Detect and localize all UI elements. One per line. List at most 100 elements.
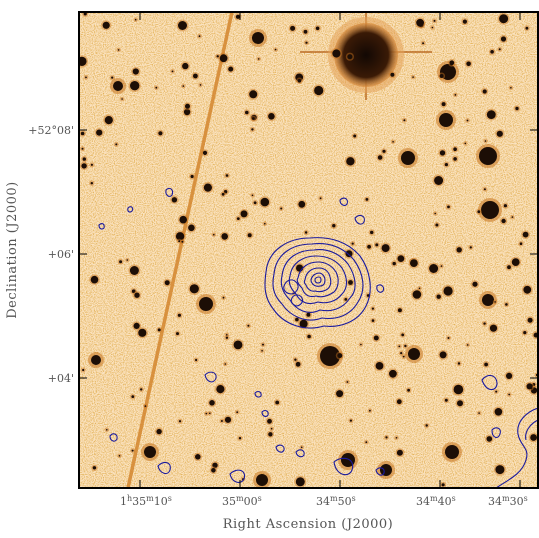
field-star-0 [377, 155, 383, 160]
field-star-247 [498, 48, 501, 51]
field-star-51 [295, 73, 304, 82]
field-star-128 [178, 240, 181, 243]
field-star-198 [499, 14, 509, 24]
field-star-153 [252, 117, 255, 120]
field-star-151 [82, 368, 85, 372]
x-tick-label-2: 34m50s [316, 494, 356, 508]
field-star-238 [261, 350, 263, 352]
field-star-213 [245, 110, 249, 115]
field-star-68 [346, 157, 355, 166]
field-star-130 [221, 192, 225, 196]
bright-star-3 [320, 346, 340, 366]
field-star-181 [268, 432, 273, 437]
field-star-65 [304, 231, 308, 234]
field-star-200 [483, 322, 486, 325]
bright-star-16 [482, 294, 494, 306]
field-star-176 [466, 119, 469, 122]
field-star-253 [345, 250, 353, 258]
field-star-88 [190, 174, 194, 179]
field-star-171 [435, 223, 439, 227]
field-star-24 [360, 343, 362, 346]
x-tick-label-3: 34m40s [416, 494, 456, 508]
field-star-72 [525, 26, 529, 30]
field-star-146 [495, 465, 505, 475]
field-star-46 [225, 336, 229, 339]
field-star-250 [346, 381, 349, 383]
field-star-15 [466, 344, 469, 346]
field-star-49 [397, 255, 405, 262]
field-star-97 [530, 387, 538, 394]
noise-contour-14 [333, 457, 354, 476]
field-star-212 [119, 260, 123, 264]
field-star-254 [412, 76, 414, 78]
field-star-216 [506, 372, 513, 379]
field-star-222 [483, 188, 486, 191]
noise-contour-11 [229, 469, 246, 483]
bright-star-1 [479, 147, 497, 165]
field-star-82 [171, 70, 174, 73]
field-star-122 [121, 98, 123, 100]
field-star-20 [193, 73, 198, 79]
tick-marks [79, 12, 538, 488]
noise-contour-16 [495, 407, 538, 488]
field-star-83 [495, 390, 498, 393]
field-star-174 [367, 244, 371, 249]
field-star-138 [295, 317, 299, 322]
contour-level-9 [283, 279, 299, 295]
field-star-7 [294, 358, 297, 361]
field-star-150 [144, 405, 147, 407]
field-star-43 [299, 319, 308, 328]
field-star-60 [195, 358, 198, 362]
field-star-234 [303, 29, 308, 34]
bright-star-4 [401, 151, 415, 165]
bright-star-12 [113, 81, 123, 91]
noise-contour-2 [127, 206, 134, 213]
field-star-71 [260, 197, 270, 207]
field-star-204 [365, 198, 369, 201]
field-star-228 [178, 21, 187, 30]
field-star-3 [457, 362, 461, 365]
plot-frame [78, 11, 539, 489]
field-star-105 [79, 56, 87, 66]
field-star-157 [224, 363, 227, 365]
field-star-70 [484, 140, 487, 142]
y-axis-title: Declination (J2000) [5, 181, 20, 319]
field-star-244 [482, 89, 487, 94]
field-star-8 [203, 183, 212, 192]
field-star-91 [96, 129, 103, 136]
field-star-230 [494, 408, 503, 416]
field-star-208 [138, 328, 147, 337]
field-star-175 [90, 163, 93, 166]
field-star-9 [477, 210, 481, 214]
field-star-16 [347, 54, 353, 60]
noise-contour-3 [339, 197, 348, 206]
field-star-205 [486, 436, 493, 442]
field-star-183 [489, 324, 498, 332]
field-star-106 [443, 286, 453, 296]
field-star-119 [199, 84, 202, 86]
field-star-100 [523, 331, 527, 335]
bright-star-10 [380, 464, 392, 476]
field-star-85 [398, 345, 401, 348]
field-star-87 [182, 85, 185, 87]
field-star-241 [158, 131, 163, 136]
field-star-27 [515, 106, 519, 111]
field-star-199 [133, 322, 140, 329]
field-star-242 [351, 242, 354, 245]
field-star-145 [275, 400, 280, 405]
field-star-167 [90, 182, 94, 185]
field-star-170 [270, 427, 273, 430]
field-star-215 [466, 61, 471, 67]
field-star-239 [181, 240, 184, 243]
noise-contour-5 [376, 284, 385, 293]
field-star-243 [202, 150, 208, 155]
field-star-50 [444, 163, 448, 167]
field-star-255 [236, 411, 239, 414]
field-star-73 [249, 90, 258, 99]
field-star-1 [533, 332, 538, 338]
field-star-129 [433, 19, 436, 22]
field-star-256 [337, 353, 343, 359]
x-tick-label-1: 35m00s [222, 494, 262, 508]
field-star-56 [175, 232, 185, 241]
field-star-194 [82, 157, 87, 161]
